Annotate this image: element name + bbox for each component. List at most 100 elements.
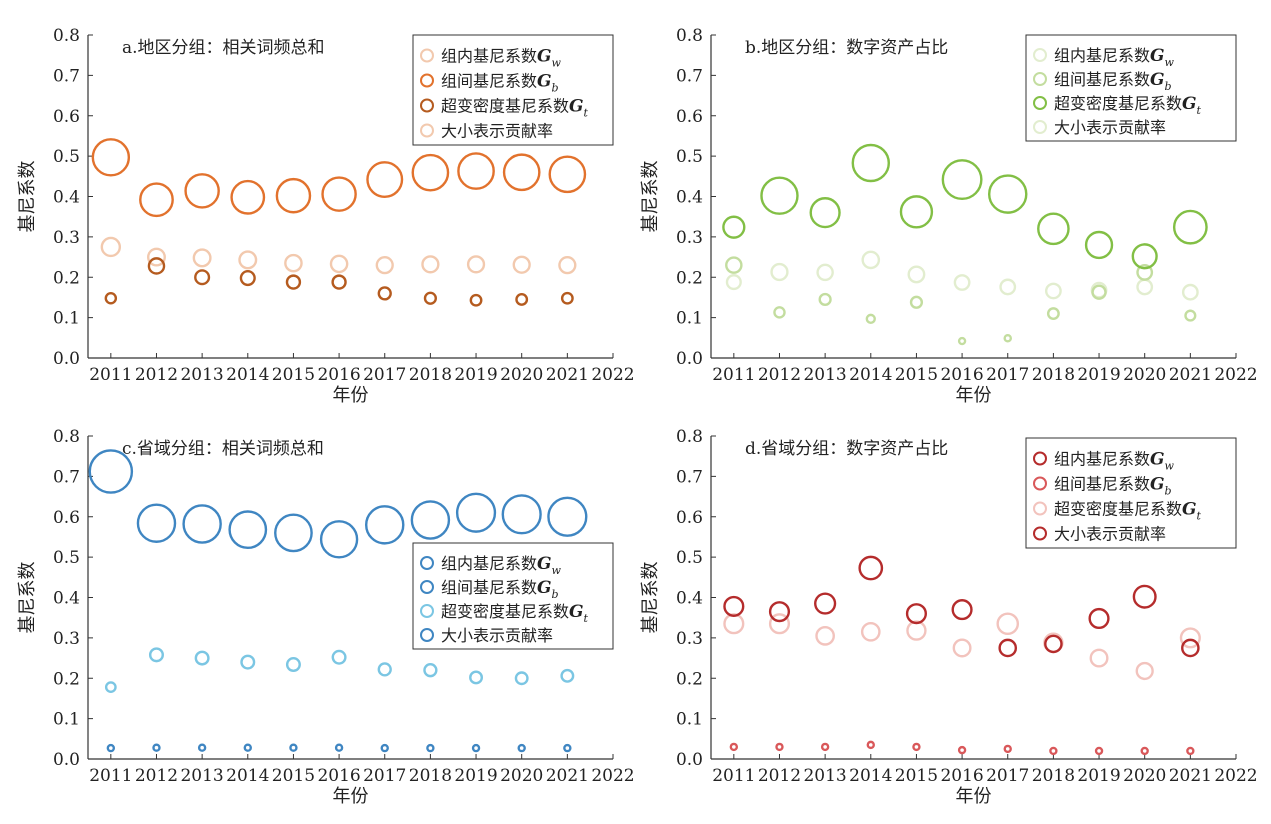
x-tick-label: 2020 bbox=[500, 365, 543, 385]
y-tick-label: 0.2 bbox=[676, 268, 703, 288]
point-Gw-2011 bbox=[100, 236, 122, 258]
point-Gb-2014 bbox=[230, 179, 266, 215]
point-Gb-2018 bbox=[411, 153, 450, 192]
x-tick-label: 2015 bbox=[895, 365, 938, 385]
legend-marker bbox=[420, 98, 434, 113]
point-Gb-2018 bbox=[1049, 746, 1058, 756]
point-Gt-2020 bbox=[515, 293, 529, 306]
point-Gw-2016 bbox=[951, 599, 973, 621]
y-axis-label: 基尼系数 bbox=[640, 161, 661, 233]
point-Gt-2014 bbox=[239, 270, 256, 287]
legend-marker bbox=[420, 556, 434, 570]
x-tick-label: 2017 bbox=[363, 365, 406, 385]
y-axis-label: 基尼系数 bbox=[640, 562, 661, 634]
point-Gw-2013 bbox=[192, 248, 212, 268]
point-Gt-2015 bbox=[906, 620, 927, 641]
point-Gw-2017 bbox=[999, 278, 1017, 296]
series-Gt bbox=[722, 143, 1208, 270]
legend-label: 组间基尼系数Gb bbox=[441, 578, 559, 601]
legend-marker bbox=[1033, 96, 1047, 110]
point-Gw-2019 bbox=[1088, 607, 1110, 630]
point-Gt-2021 bbox=[560, 668, 575, 683]
y-tick-label: 0.2 bbox=[53, 669, 80, 689]
point-Gt-2020 bbox=[514, 671, 529, 686]
point-Gb-2020 bbox=[1140, 746, 1149, 756]
y-tick-label: 0.6 bbox=[676, 508, 703, 528]
point-Gt-2018 bbox=[423, 291, 437, 305]
point-Gb-2011 bbox=[729, 742, 739, 752]
legend-marker bbox=[420, 604, 434, 618]
series-Gb bbox=[106, 743, 572, 753]
point-Gt-2012 bbox=[768, 613, 791, 635]
point-Gt-2011 bbox=[723, 613, 745, 635]
x-tick-label: 2018 bbox=[1032, 365, 1075, 385]
x-tick-label: 2016 bbox=[317, 766, 360, 786]
point-Gb-2020 bbox=[502, 153, 541, 192]
point-Gw-2018 bbox=[421, 255, 440, 274]
x-tick-label: 2013 bbox=[803, 365, 846, 385]
point-Gb-2014 bbox=[243, 743, 252, 752]
point-Gw-2012 bbox=[768, 601, 791, 623]
point-Gb-2015 bbox=[909, 295, 924, 309]
legend-marker bbox=[420, 73, 434, 88]
point-Gt-2012 bbox=[148, 647, 164, 663]
point-Gt-2011 bbox=[722, 215, 746, 239]
x-tick-label: 2015 bbox=[272, 766, 315, 786]
y-tick-label: 0.0 bbox=[676, 750, 703, 770]
x-tick-label: 2015 bbox=[272, 365, 315, 385]
y-tick-label: 0.3 bbox=[53, 228, 80, 248]
legend-label: 大小表示贡献率 bbox=[441, 626, 553, 645]
y-tick-label: 0.0 bbox=[53, 349, 80, 369]
series-Gb bbox=[725, 256, 1197, 346]
y-tick-label: 0.7 bbox=[53, 467, 80, 487]
x-tick-label: 2017 bbox=[363, 766, 406, 786]
point-Gt-2015 bbox=[899, 195, 934, 229]
series-Gt bbox=[104, 257, 574, 307]
point-Gt-2013 bbox=[194, 269, 211, 286]
point-Gt-2020 bbox=[1131, 243, 1158, 270]
point-Gb-2013 bbox=[197, 743, 207, 752]
series-Gw bbox=[725, 250, 1199, 301]
y-tick-label: 0.7 bbox=[676, 66, 703, 86]
point-Gb-2016 bbox=[321, 176, 357, 212]
point-Gw-2021 bbox=[1181, 638, 1200, 658]
point-Gt-2019 bbox=[1089, 648, 1109, 668]
y-tick-label: 0.5 bbox=[53, 548, 80, 568]
chart-title: d.省域分组：数字资产占比 bbox=[745, 439, 948, 459]
point-Gt-2019 bbox=[1084, 230, 1114, 260]
legend-box bbox=[412, 34, 614, 146]
point-Gb-2019 bbox=[1091, 284, 1107, 300]
point-Gw-2018 bbox=[1044, 634, 1063, 654]
point-Gb-2013 bbox=[818, 292, 832, 307]
y-tick-label: 0.2 bbox=[53, 268, 80, 288]
point-Gt-2011 bbox=[104, 681, 117, 694]
x-tick-label: 2016 bbox=[940, 766, 983, 786]
y-tick-label: 0.1 bbox=[676, 309, 703, 329]
x-tick-label: 2020 bbox=[1123, 766, 1166, 786]
point-Gb-2021 bbox=[1186, 746, 1195, 756]
point-Gt-2017 bbox=[987, 174, 1028, 214]
legend-box bbox=[412, 542, 614, 650]
point-Gb-2015 bbox=[275, 177, 312, 214]
x-tick-label: 2018 bbox=[409, 365, 452, 385]
x-axis-label: 年份 bbox=[333, 786, 369, 807]
y-tick-label: 0.4 bbox=[53, 589, 80, 609]
point-Gw-2014 bbox=[861, 250, 881, 270]
x-tick-label: 2012 bbox=[758, 766, 801, 786]
x-tick-label: 2022 bbox=[1214, 766, 1257, 786]
legend-label: 组内基尼系数Gw bbox=[441, 554, 562, 577]
y-tick-label: 0.3 bbox=[676, 228, 703, 248]
point-Gw-2015 bbox=[907, 265, 926, 284]
point-Gw-2014 bbox=[858, 555, 884, 581]
point-Gt-2017 bbox=[377, 662, 392, 677]
point-Gw-2017 bbox=[364, 505, 405, 545]
point-Gt-2019 bbox=[469, 670, 484, 685]
y-tick-label: 0.4 bbox=[676, 188, 703, 208]
point-Gb-2014 bbox=[866, 740, 875, 750]
series-Gw bbox=[723, 555, 1200, 658]
y-tick-label: 0.3 bbox=[676, 629, 703, 649]
y-tick-label: 0.8 bbox=[676, 26, 703, 46]
legend-marker bbox=[1033, 120, 1047, 134]
x-axis-label: 年份 bbox=[956, 385, 992, 406]
